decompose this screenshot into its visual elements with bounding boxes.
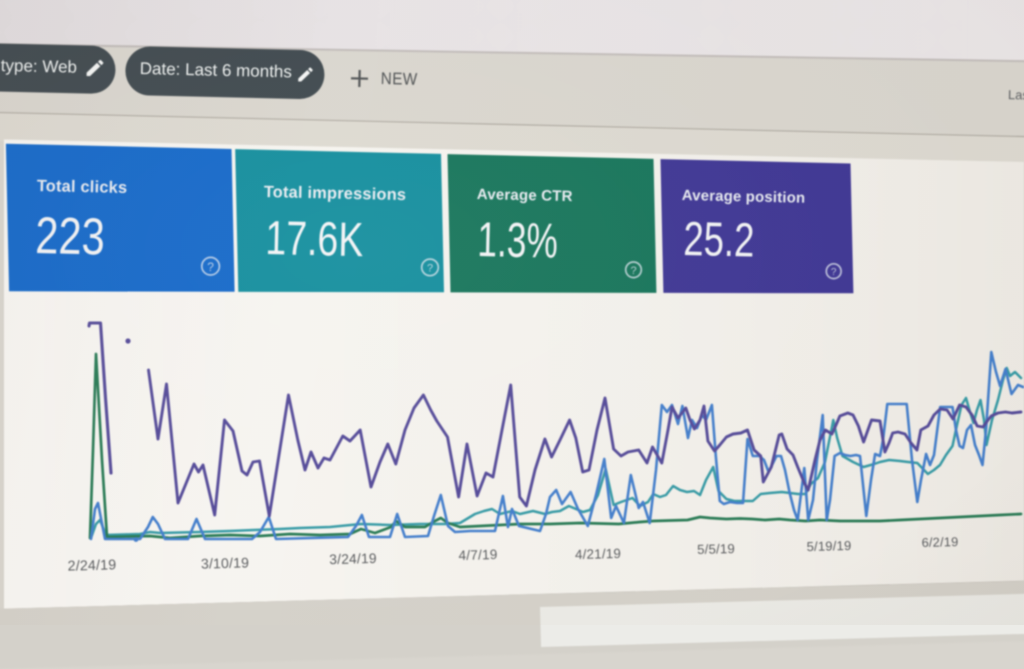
svg-text:?: ? — [207, 260, 214, 274]
svg-text:?: ? — [427, 263, 433, 275]
svg-text:?: ? — [630, 265, 636, 277]
svg-text:?: ? — [831, 267, 837, 278]
